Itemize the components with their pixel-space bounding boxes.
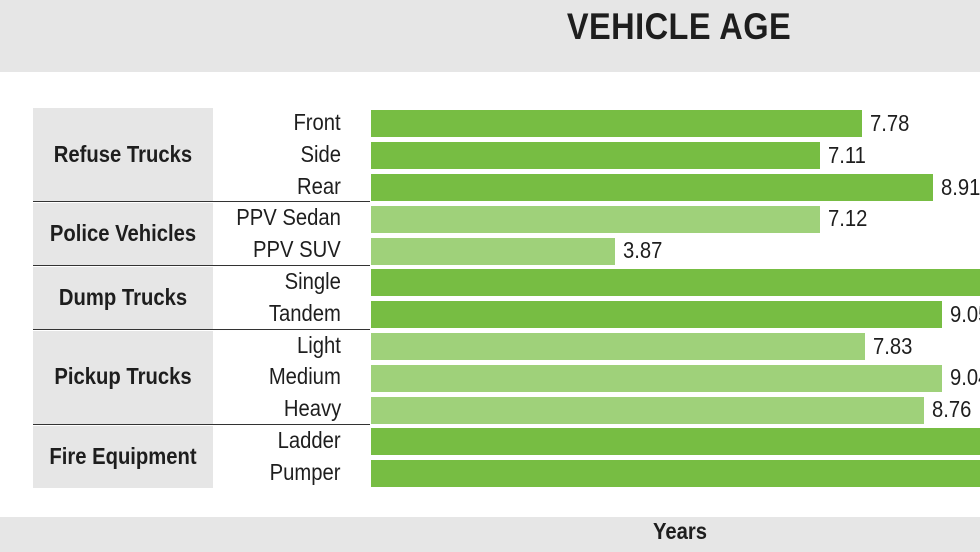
category-label: PPV Sedan	[236, 204, 341, 231]
data-label: 7.12	[828, 205, 868, 232]
data-label: 9.05	[950, 300, 980, 327]
group-separator	[33, 328, 370, 330]
bar	[371, 396, 924, 424]
bar	[371, 269, 980, 297]
data-label: 7.78	[870, 109, 910, 136]
category-label: Rear	[297, 172, 341, 199]
group-label: Dump Trucks	[58, 283, 188, 310]
bar	[371, 142, 820, 170]
title-band	[0, 0, 980, 72]
group-box	[33, 108, 213, 202]
category-label: Front	[293, 108, 341, 135]
group-separator	[33, 265, 370, 266]
category-label: Single	[284, 267, 341, 294]
group-label: Refuse Trucks	[53, 140, 193, 167]
category-label: Side	[300, 140, 341, 167]
bar	[371, 301, 943, 329]
bar	[371, 333, 866, 360]
category-label: Pumper	[270, 458, 341, 485]
axis-label-band	[0, 517, 980, 552]
chart-title: VEHICLE AGE	[566, 6, 792, 47]
category-label: PPV SUV	[253, 236, 341, 263]
group-label: Police Vehicles	[49, 220, 197, 247]
bar	[371, 237, 616, 265]
bar	[371, 364, 942, 392]
data-label: 8.76	[931, 396, 972, 423]
category-label: Medium	[269, 363, 341, 390]
group-box	[33, 203, 213, 265]
group-separator	[33, 424, 370, 425]
group-label: Fire Equipment	[49, 442, 197, 469]
group-box	[33, 267, 213, 329]
data-label: 8.91	[941, 173, 980, 200]
bar	[371, 460, 980, 488]
data-label: 7.11	[827, 141, 866, 168]
data-label: 7.83	[873, 332, 913, 359]
category-label: Tandem	[268, 299, 341, 326]
group-box	[33, 330, 213, 424]
data-label: 3.87	[623, 237, 663, 264]
bar	[371, 110, 862, 138]
group-label: Pickup Trucks	[54, 363, 192, 390]
bar	[371, 205, 821, 233]
group-box	[33, 426, 213, 488]
category-label: Heavy	[283, 395, 341, 422]
bar	[371, 428, 980, 456]
category-label: Light	[297, 331, 341, 358]
x-axis-label: Years	[652, 518, 708, 544]
bar	[371, 174, 934, 201]
data-label: 9.04	[949, 364, 980, 391]
group-separator	[33, 201, 370, 203]
category-label: Ladder	[277, 426, 341, 453]
